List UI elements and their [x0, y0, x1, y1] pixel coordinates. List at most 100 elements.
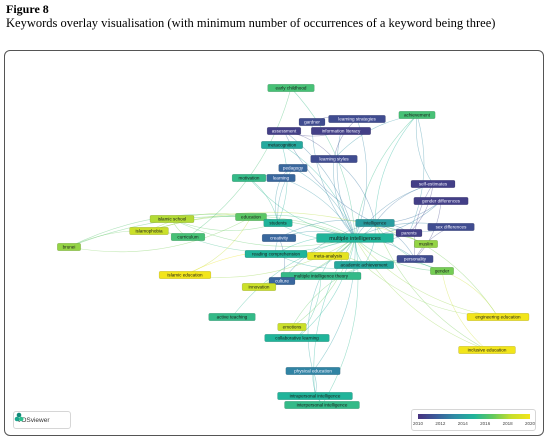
node-box-students	[263, 219, 293, 227]
node-box-academic-achievement	[334, 261, 394, 269]
node-academic-achievement[interactable]: academic achievement	[334, 261, 394, 269]
node-gender-differences[interactable]: gender differences	[413, 197, 469, 205]
node-engineering-education[interactable]: engineering education	[466, 313, 530, 321]
node-box-gender	[430, 267, 454, 275]
node-label-intelligence: intelligence	[364, 221, 387, 226]
year-color-legend: 2010 2012 2014 2016 2018 2020	[411, 409, 536, 431]
node-box-early-childhood	[267, 84, 315, 92]
node-brunei[interactable]: brunei	[57, 243, 81, 251]
node-box-islamophobia	[129, 227, 169, 235]
node-label-gardner: gardner	[304, 120, 320, 125]
node-motivation[interactable]: motivation	[231, 174, 267, 182]
node-label-islamic-school: islamic school	[158, 217, 187, 222]
node-box-inclusive-education	[458, 346, 516, 354]
node-intrapersonal-intelligence[interactable]: intrapersonal intelligence	[277, 392, 353, 400]
link-multiple-intelligences-assessment	[283, 130, 356, 239]
node-label-metacognition: metacognition	[268, 143, 297, 148]
node-box-islamic-school	[149, 215, 195, 223]
node-active-teaching[interactable]: active teaching	[208, 313, 256, 321]
node-self-estimates[interactable]: self-estimates	[410, 180, 456, 188]
node-students[interactable]: students	[263, 219, 293, 227]
node-creativity[interactable]: creativity	[261, 234, 297, 242]
node-label-multiple-intelligences: multiple intelligences	[329, 236, 381, 242]
node-curriculum[interactable]: curriculum	[170, 233, 206, 241]
vosviewer-badge[interactable]: VOSviewer	[13, 411, 71, 429]
node-box-personality	[396, 255, 434, 263]
link-multiple-intelligences-information-literacy	[336, 130, 356, 239]
node-pedagogy[interactable]: pedagogy	[278, 164, 308, 172]
link-multiple-intelligences-metacognition	[281, 144, 356, 239]
node-personality[interactable]: personality	[396, 255, 434, 263]
link-multiple-intelligences-brunei	[68, 216, 356, 248]
node-gender[interactable]: gender	[430, 267, 454, 275]
node-label-creativity: creativity	[270, 236, 289, 241]
node-label-learning: learning	[273, 176, 290, 181]
node-learning-styles[interactable]: learning styles	[310, 155, 358, 163]
network-canvas[interactable]: early childhood gardner learning strategie…	[5, 51, 543, 435]
node-label-education: education	[241, 215, 261, 220]
node-label-islamic-education: islamic education	[167, 273, 203, 278]
node-collaborative-learning[interactable]: collaborative learning	[264, 334, 330, 342]
link-personality-self-estimates	[414, 183, 434, 260]
node-interpersonal-intelligence[interactable]: interpersonal intelligence	[284, 401, 360, 409]
node-achievement[interactable]: achievement	[398, 111, 436, 119]
legend-tick-2020: 2020	[524, 421, 536, 426]
node-box-learning	[266, 174, 296, 182]
node-muslim[interactable]: muslim	[414, 240, 438, 248]
nodes-layer: early childhood gardner learning strategie…	[57, 84, 530, 409]
node-label-sex-differences: sex differences	[436, 225, 468, 230]
node-gardner[interactable]: gardner	[298, 118, 326, 126]
node-multiple-intelligences[interactable]: multiple intelligences	[316, 233, 394, 243]
node-label-gender-differences: gender differences	[422, 199, 461, 204]
legend-tick-2012: 2012	[435, 421, 446, 426]
node-label-information-literacy: information literacy	[322, 129, 361, 134]
node-inclusive-education[interactable]: inclusive education	[458, 346, 516, 354]
link-multiple-intelligences-active-teaching	[231, 237, 356, 318]
node-education[interactable]: education	[235, 213, 267, 221]
node-box-collaborative-learning	[264, 334, 330, 342]
node-learning[interactable]: learning	[266, 174, 296, 182]
node-meta-analysis[interactable]: meta-analysis	[307, 252, 349, 260]
node-reading-comprehension[interactable]: reading comprehension	[244, 250, 308, 258]
link-gender-inclusive-education	[441, 270, 488, 351]
node-multiple-intelligence-theory[interactable]: multiple intelligence theory	[280, 272, 362, 280]
node-label-interpersonal-intelligence: interpersonal intelligence	[297, 403, 348, 408]
software-name: VOSviewer	[17, 416, 50, 424]
node-assessment[interactable]: assessment	[266, 127, 302, 135]
link-gender-engineering-education	[441, 270, 499, 318]
node-islamic-education[interactable]: islamic education	[158, 271, 212, 279]
figure-label: Figure 8	[6, 2, 49, 16]
node-islamophobia[interactable]: islamophobia	[129, 227, 169, 235]
node-box-learning-strategies	[328, 115, 386, 123]
node-box-parents	[395, 229, 423, 237]
node-label-brunei: brunei	[63, 245, 76, 250]
node-information-literacy[interactable]: information literacy	[311, 127, 371, 135]
node-box-metacognition	[261, 141, 303, 149]
node-metacognition[interactable]: metacognition	[261, 141, 303, 149]
link-intelligence-engineering-education	[374, 222, 499, 318]
link-multiple-intelligences-pedagogy	[292, 167, 356, 239]
figure-caption: Keywords overlay visualisation (with min…	[6, 16, 496, 30]
node-islamic-school[interactable]: islamic school	[149, 215, 195, 223]
node-parents[interactable]: parents	[395, 229, 423, 237]
node-early-childhood[interactable]: early childhood	[267, 84, 315, 92]
node-physical-education[interactable]: physical education	[285, 367, 341, 375]
link-intelligence-learning-styles	[333, 158, 376, 224]
node-label-parents: parents	[401, 231, 417, 236]
link-students-pedagogy	[277, 167, 294, 224]
node-culture[interactable]: culture	[268, 277, 296, 285]
keyword-overlay-map[interactable]: early childhood gardner learning strategie…	[4, 50, 544, 436]
node-learning-strategies[interactable]: learning strategies	[328, 115, 386, 123]
legend-tick-2014: 2014	[457, 421, 468, 426]
node-intelligence[interactable]: intelligence	[355, 219, 395, 227]
node-box-gardner	[298, 118, 326, 126]
node-label-collaborative-learning: collaborative learning	[275, 336, 319, 341]
node-emotions[interactable]: emotions	[277, 323, 307, 331]
node-label-self-estimates: self-estimates	[419, 182, 448, 187]
legend-tick-2010: 2010	[412, 421, 424, 426]
node-innovation[interactable]: innovation	[241, 283, 277, 291]
link-multiple-intelligence-theory-collaborative-learning	[296, 275, 322, 339]
node-box-education	[235, 213, 267, 221]
node-sex-differences[interactable]: sex differences	[427, 223, 475, 231]
node-box-motivation	[231, 174, 267, 182]
